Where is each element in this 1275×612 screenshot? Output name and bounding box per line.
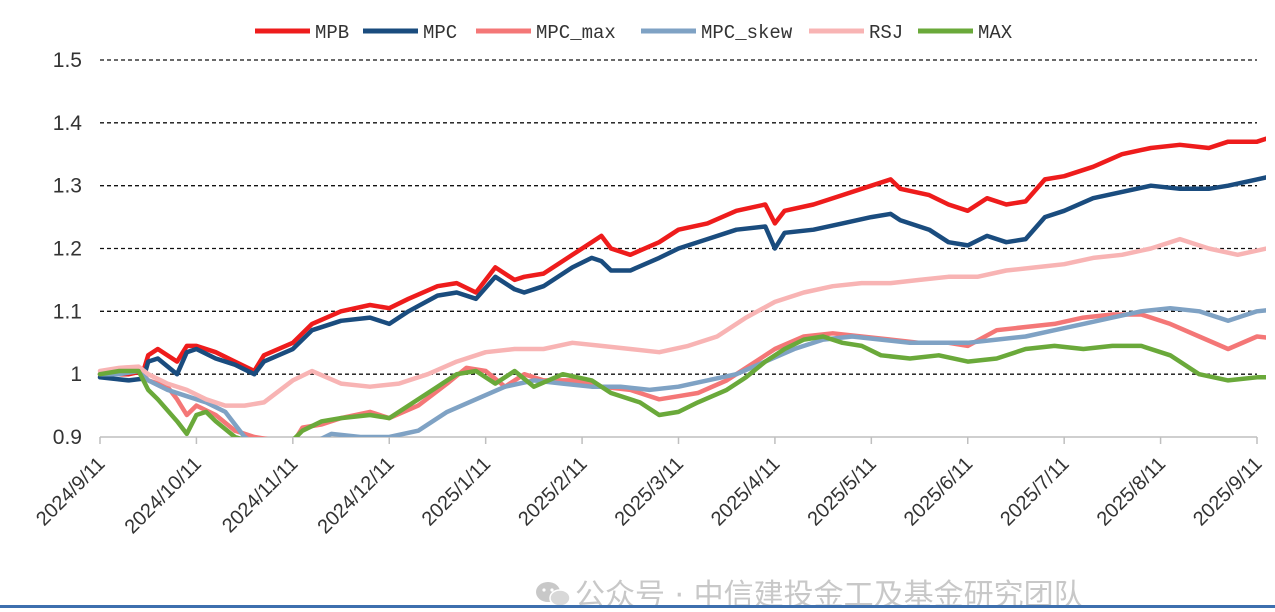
x-tick-label: 2025/3/11 — [611, 453, 688, 530]
series-line-mpc-skew — [97, 305, 1266, 437]
x-tick-label: 2024/9/11 — [32, 453, 109, 530]
x-tick-label: 2024/12/11 — [313, 453, 398, 538]
x-tick-label: 2025/4/11 — [707, 453, 784, 530]
wechat-icon — [536, 582, 571, 607]
y-tick-label: 1.2 — [53, 238, 82, 261]
x-tick-label: 2025/8/11 — [1093, 453, 1170, 530]
legend-label: MPC_skew — [701, 22, 793, 44]
x-tick-label: 2024/10/11 — [121, 453, 206, 538]
y-tick-label: 1.1 — [53, 300, 82, 323]
x-axis: 2024/9/11 2024/10/11 2024/11/11 2024/12/11 2… — [32, 436, 1267, 538]
x-tick-label: 2025/2/11 — [514, 453, 591, 530]
x-tick-label: 2024/11/11 — [218, 453, 302, 537]
x-tick-label: 2025/6/11 — [900, 453, 977, 530]
bottom-rule — [0, 605, 1275, 608]
y-tick-label: 1.5 — [53, 49, 82, 72]
y-tick-label: 1.3 — [53, 175, 82, 198]
y-tick-label: 1 — [70, 363, 82, 386]
series-line-rsj — [97, 236, 1266, 408]
gridlines — [100, 59, 1257, 375]
legend-label: MPC — [423, 22, 457, 44]
x-tick-label: 2025/1/11 — [418, 453, 495, 530]
series-group — [97, 136, 1266, 437]
y-tick-label: 0.9 — [53, 426, 82, 449]
x-tick-label: 2025/5/11 — [803, 453, 880, 530]
series-line-mpc — [97, 175, 1266, 383]
legend-label: MPB — [315, 22, 349, 44]
x-tick-label: 2025/9/11 — [1189, 453, 1266, 530]
y-axis: 0.9 1 1.1 1.2 1.3 1.4 1.5 — [53, 49, 83, 449]
series-line-max — [97, 334, 1266, 437]
legend: MPB MPC MPC_max MPC_skew RSJ MAX — [255, 22, 1013, 44]
x-tick-label: 2025/7/11 — [996, 453, 1073, 530]
legend-label: MPC_max — [536, 22, 616, 44]
series-line-mpc-max — [97, 312, 1266, 437]
legend-label: RSJ — [869, 22, 903, 44]
legend-label: MAX — [978, 22, 1013, 44]
y-tick-label: 1.4 — [53, 112, 83, 135]
